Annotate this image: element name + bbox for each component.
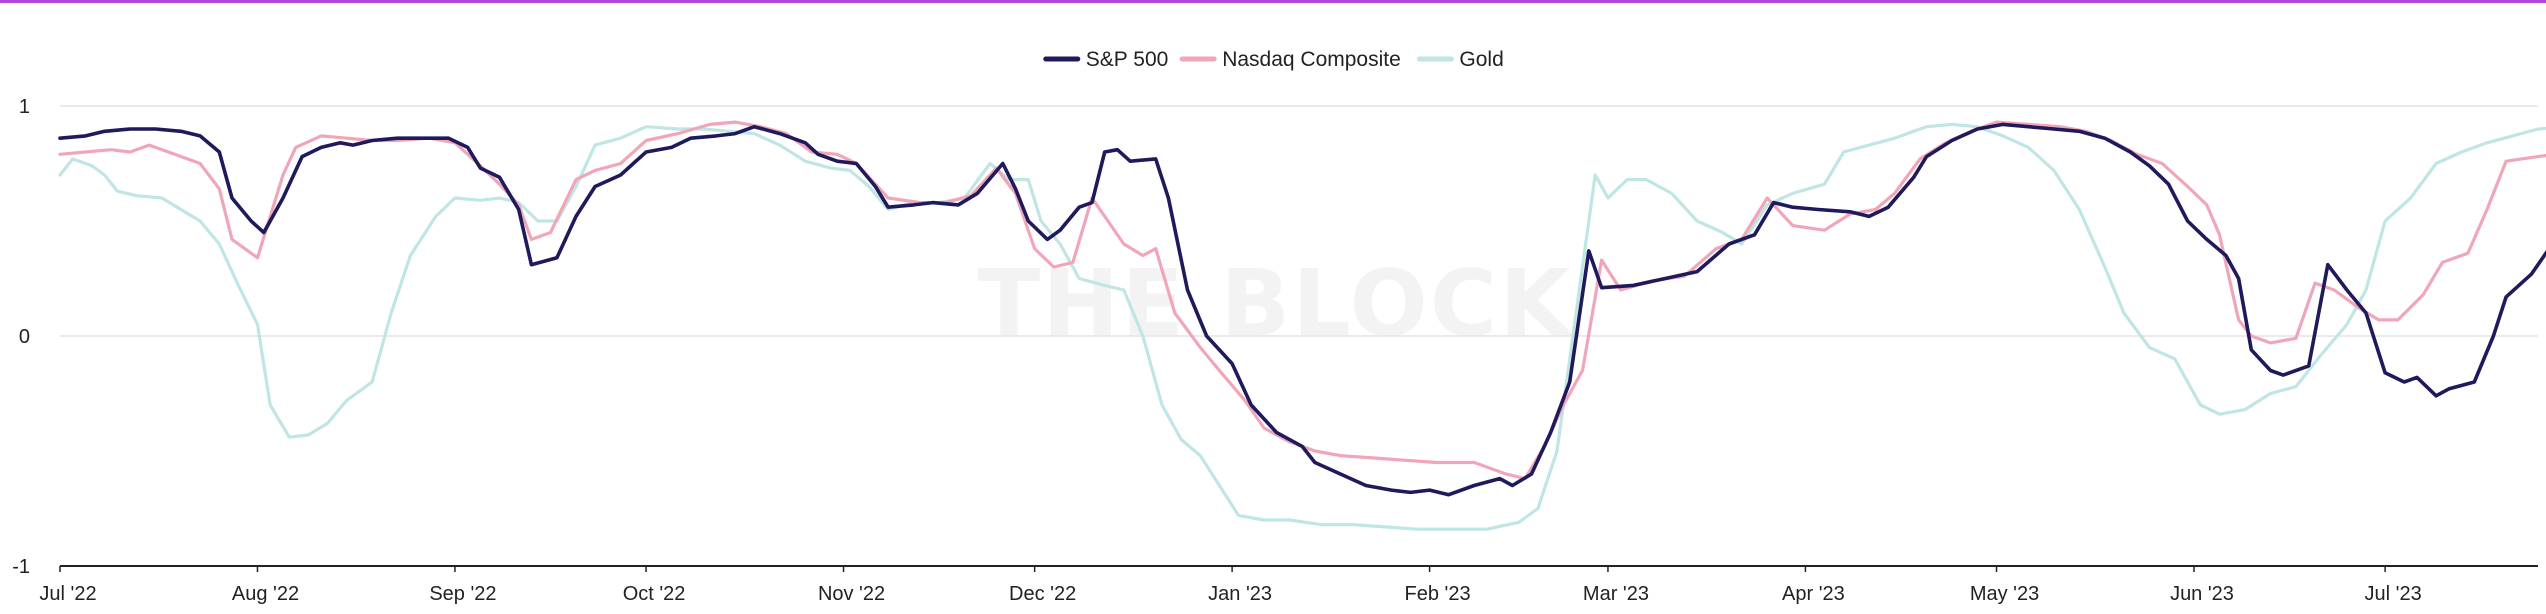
x-tick-label: Nov '22 <box>818 583 885 605</box>
legend-item-nasdaq-composite: Nasdaq Composite <box>1179 48 1401 71</box>
x-tick-label: Sep '22 <box>429 583 496 605</box>
axes: 1 0 -1 Jul '22 Aug '22 Sep '22 Oct '22 Nov '22 D… <box>12 96 2538 605</box>
legend-label: Gold <box>1459 48 1503 71</box>
series-line-gold <box>58 122 2546 531</box>
x-tick-label: Jun '23 <box>2170 583 2234 605</box>
legend-label: S&P 500 <box>1086 48 1169 71</box>
x-tick-label: Aug '22 <box>232 583 299 605</box>
x-tick-label: Jul '23 <box>2365 583 2422 605</box>
y-tick-label: -1 <box>12 556 30 578</box>
x-tick-label: May '23 <box>1970 583 2039 605</box>
x-tick-label: Oct '22 <box>623 583 686 605</box>
x-tick-label: Dec '22 <box>1009 583 1076 605</box>
x-tick-label: Mar '23 <box>1583 583 1649 605</box>
x-tick-label: Jul '22 <box>39 583 96 605</box>
watermark-text: THE BLOCK <box>977 250 1574 357</box>
series-line-s-p-500 <box>58 122 2546 497</box>
series-lines <box>58 120 2546 531</box>
x-tick-label: Apr '23 <box>1782 583 1845 605</box>
top-accent-line <box>0 0 2546 3</box>
legend-label: Nasdaq Composite <box>1222 48 1401 71</box>
y-tick-label: 1 <box>19 96 30 118</box>
watermark: THE BLOCK <box>977 250 1574 357</box>
series-line-nasdaq-composite <box>58 120 2546 481</box>
legend-item-s-p-500: S&P 500 <box>1043 48 1169 71</box>
legend: S&P 500 Nasdaq Composite Gold <box>1043 48 1504 71</box>
y-tick-label: 0 <box>19 326 30 348</box>
x-tick-label: Jan '23 <box>1208 583 1272 605</box>
gridlines <box>60 105 2538 337</box>
x-tick-label: Feb '23 <box>1405 583 1471 605</box>
legend-item-gold: Gold <box>1416 48 1504 71</box>
